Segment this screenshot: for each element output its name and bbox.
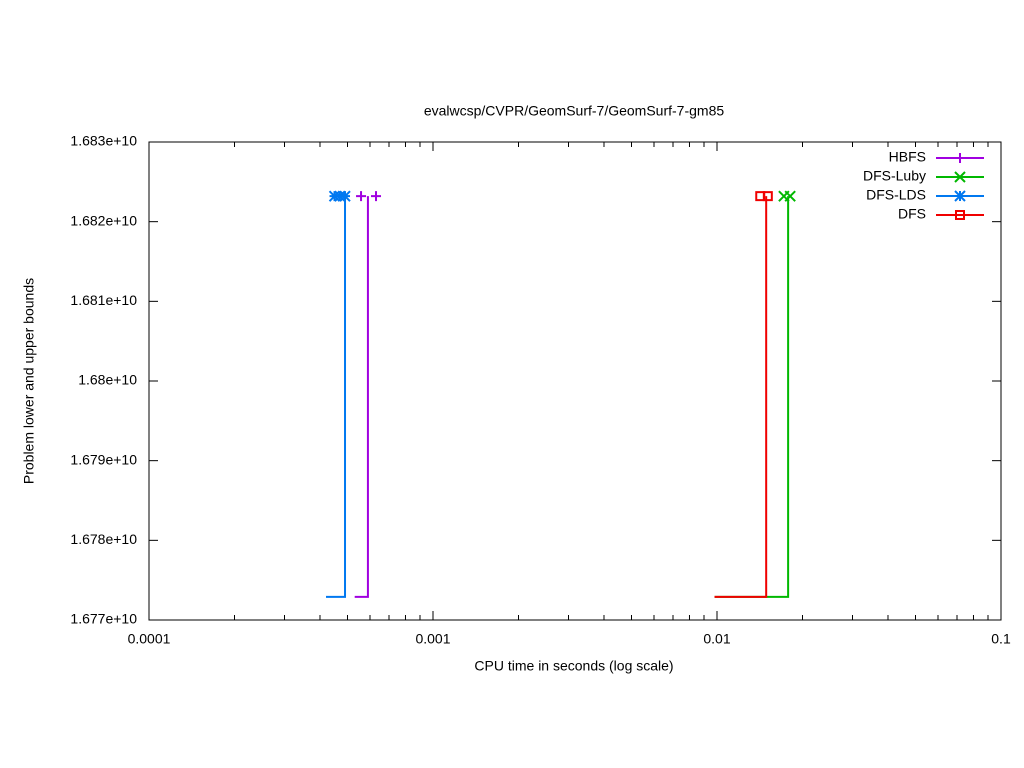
legend-label: HBFS — [889, 149, 926, 165]
legend-marker — [955, 210, 965, 220]
legend-label: DFS — [898, 206, 926, 222]
series-line — [354, 196, 369, 598]
x-tick-label: 0.1 — [991, 631, 1011, 647]
y-tick-label: 1.683e+10 — [70, 133, 137, 149]
series-line — [326, 196, 347, 598]
y-tick-label: 1.682e+10 — [70, 212, 137, 228]
y-axis-label: Problem lower and upper bounds — [21, 278, 37, 484]
legend-marker — [954, 171, 966, 183]
legend-label: DFS-Luby — [863, 168, 926, 184]
marker — [356, 191, 367, 202]
marker — [762, 191, 773, 202]
marker — [339, 190, 351, 202]
y-tick-label: 1.681e+10 — [70, 292, 137, 308]
legend-marker — [955, 153, 965, 163]
legend-label: DFS-LDS — [866, 187, 926, 203]
marker — [328, 190, 341, 202]
x-axis-label: CPU time in seconds (log scale) — [474, 658, 673, 674]
marker — [334, 190, 346, 202]
chart-title: evalwcsp/CVPR/GeomSurf-7/GeomSurf-7-gm85 — [424, 103, 725, 119]
x-tick-label: 0.0001 — [128, 631, 171, 647]
x-tick-label: 0.01 — [703, 631, 730, 647]
y-tick-label: 1.679e+10 — [70, 451, 137, 467]
y-tick-label: 1.677e+10 — [70, 611, 137, 627]
legend-marker — [954, 190, 966, 202]
series-line — [714, 196, 768, 598]
marker — [371, 191, 382, 202]
y-tick-label: 1.68e+10 — [78, 372, 137, 388]
x-tick-label: 0.001 — [415, 631, 450, 647]
y-tick-label: 1.678e+10 — [70, 531, 137, 547]
marker — [784, 190, 796, 202]
